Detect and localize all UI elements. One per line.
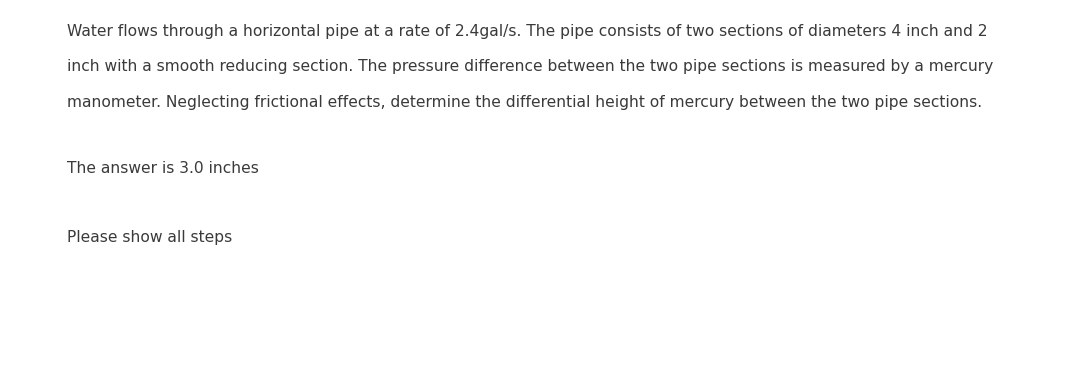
Text: Water flows through a horizontal pipe at a rate of 2.4gal/s. The pipe consists o: Water flows through a horizontal pipe at… — [67, 24, 987, 39]
Text: manometer. Neglecting frictional effects, determine the differential height of m: manometer. Neglecting frictional effects… — [67, 95, 982, 109]
Text: The answer is 3.0 inches: The answer is 3.0 inches — [67, 161, 259, 176]
Text: inch with a smooth reducing section. The pressure difference between the two pip: inch with a smooth reducing section. The… — [67, 59, 994, 74]
Text: Please show all steps: Please show all steps — [67, 230, 232, 245]
